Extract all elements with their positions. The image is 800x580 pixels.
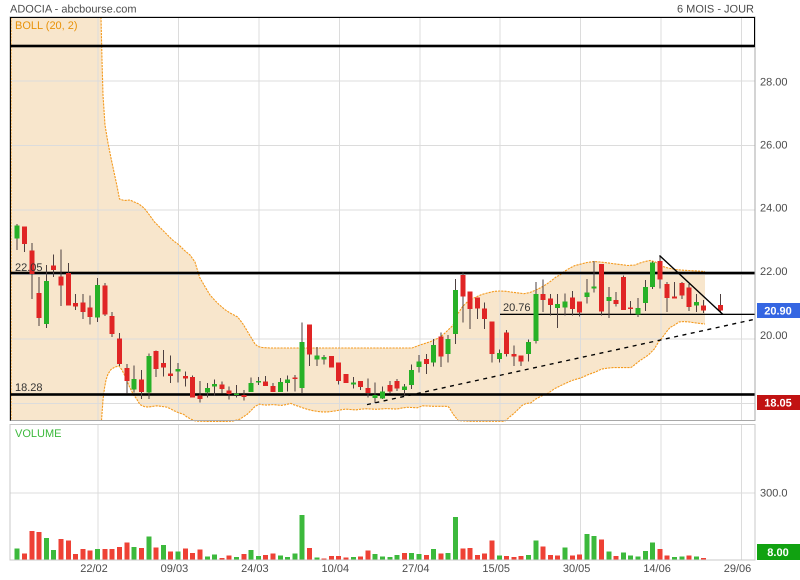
- svg-text:20.90: 20.90: [764, 306, 792, 318]
- svg-text:28.00: 28.00: [760, 77, 788, 89]
- svg-text:24.00: 24.00: [760, 203, 788, 215]
- svg-text:8.00: 8.00: [767, 547, 788, 559]
- svg-text:20.00: 20.00: [760, 330, 788, 342]
- svg-text:20.76: 20.76: [503, 302, 531, 314]
- svg-text:29/06: 29/06: [724, 563, 752, 575]
- svg-text:30/05: 30/05: [563, 563, 591, 575]
- svg-text:22/02: 22/02: [80, 563, 108, 575]
- svg-text:6 MOIS - JOUR: 6 MOIS - JOUR: [677, 4, 754, 16]
- svg-text:09/03: 09/03: [161, 563, 189, 575]
- svg-text:ADOCIA - abcbourse.com: ADOCIA - abcbourse.com: [10, 4, 137, 16]
- svg-text:14/06: 14/06: [643, 563, 671, 575]
- svg-text:24/03: 24/03: [241, 563, 269, 575]
- svg-text:26.00: 26.00: [760, 140, 788, 152]
- svg-text:15/05: 15/05: [482, 563, 510, 575]
- svg-text:22.05: 22.05: [15, 262, 43, 274]
- svg-text:18.05: 18.05: [764, 398, 792, 410]
- svg-text:27/04: 27/04: [402, 563, 430, 575]
- svg-text:22.00: 22.00: [760, 266, 788, 278]
- svg-text:10/04: 10/04: [322, 563, 350, 575]
- svg-text:BOLL (20, 2): BOLL (20, 2): [15, 20, 78, 32]
- svg-text:300.0: 300.0: [760, 488, 788, 500]
- svg-text:18.28: 18.28: [15, 382, 43, 394]
- svg-text:VOLUME: VOLUME: [15, 428, 61, 440]
